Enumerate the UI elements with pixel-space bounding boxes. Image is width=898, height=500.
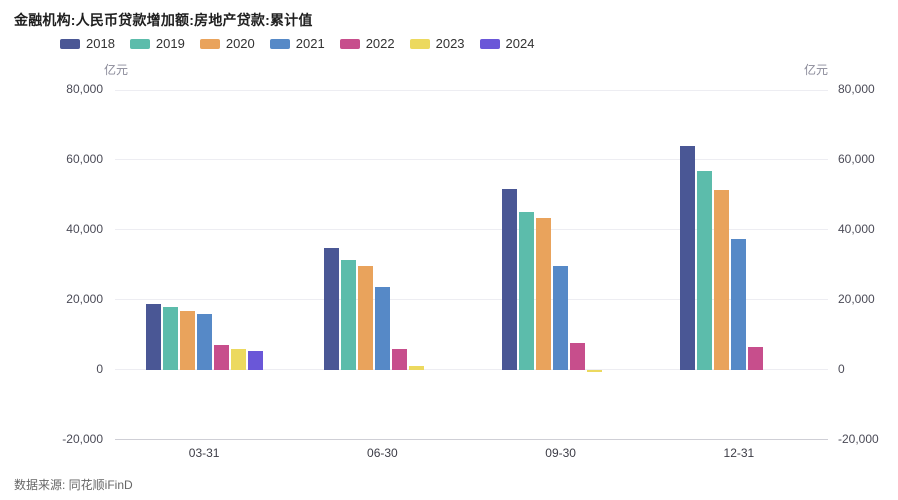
bar-2019-09-30[interactable] (519, 211, 535, 370)
y-tick-right: 20,000 (838, 292, 875, 306)
bar-2022-06-30[interactable] (391, 349, 407, 370)
x-tick-12-31: 12-31 (723, 446, 755, 460)
bar-2018-12-31[interactable] (680, 146, 696, 370)
bar-2020-12-31[interactable] (714, 190, 730, 370)
x-tick-03-31: 03-31 (188, 446, 220, 460)
bar-2021-09-30[interactable] (553, 265, 569, 370)
bar-2019-06-30[interactable] (340, 259, 356, 370)
gridline (115, 369, 828, 370)
y-tick-right: 60,000 (838, 152, 875, 166)
x-tick-09-30: 09-30 (545, 446, 576, 460)
data-source: 数据来源: 同花顺iFinD (14, 478, 133, 492)
legend-label: 2018 (86, 36, 115, 51)
y-tick-right: 40,000 (838, 222, 875, 236)
bar-2018-09-30[interactable] (502, 188, 518, 370)
bar-2022-03-31[interactable] (213, 345, 229, 370)
legend-swatch-icon (129, 38, 150, 49)
legend-swatch-icon (199, 38, 220, 49)
legend-swatch-icon (269, 38, 290, 49)
y-axis-unit-left: 亿元 (104, 63, 129, 77)
bar-2020-06-30[interactable] (357, 266, 373, 370)
legend-item-2018[interactable]: 2018 (60, 36, 115, 51)
legend: 2018 2019 2020 2021 2022 2023 2024 (60, 36, 549, 51)
bar-2019-12-31[interactable] (697, 171, 713, 370)
y-tick-right: 0 (838, 362, 845, 376)
legend-swatch-icon (60, 38, 80, 49)
x-tick-06-30: 06-30 (367, 446, 398, 460)
legend-label: 2022 (365, 36, 395, 51)
bar-2022-09-30[interactable] (570, 343, 586, 370)
legend-label: 2020 (225, 36, 255, 51)
bar-2022-12-31[interactable] (748, 346, 764, 370)
y-tick-left: 40,000 (66, 222, 103, 236)
bar-2020-03-31[interactable] (179, 310, 195, 370)
legend-label: 2024 (505, 36, 535, 51)
bar-2018-06-30[interactable] (323, 248, 339, 370)
y-tick-right: -20,000 (838, 432, 879, 446)
y-tick-left: -20,000 (62, 432, 103, 446)
legend-swatch-icon (409, 38, 430, 49)
bar-2019-03-31[interactable] (162, 307, 178, 370)
gridline (115, 90, 828, 91)
y-tick-left: 80,000 (66, 82, 103, 96)
legend-item-2023[interactable]: 2023 (409, 36, 465, 51)
legend-swatch-icon (339, 38, 360, 49)
legend-item-2019[interactable]: 2019 (129, 36, 185, 51)
legend-label: 2019 (155, 36, 185, 51)
x-axis-line (115, 439, 828, 440)
gridline (115, 159, 828, 160)
legend-item-2020[interactable]: 2020 (199, 36, 255, 51)
y-tick-left: 20,000 (66, 292, 103, 306)
bar-2023-06-30[interactable] (408, 365, 424, 370)
chart-title: 金融机构:人民币贷款增加额:房地产贷款:累计值 (14, 12, 313, 28)
bar-2018-03-31[interactable] (145, 303, 161, 370)
y-tick-left: 0 (96, 362, 103, 376)
gridline (115, 229, 828, 230)
legend-item-2021[interactable]: 2021 (269, 36, 325, 51)
y-axis-unit-right: 亿元 (804, 63, 829, 77)
bar-2021-03-31[interactable] (196, 313, 212, 370)
legend-swatch-icon (479, 38, 500, 49)
bar-2023-09-30[interactable] (587, 370, 603, 373)
y-tick-right: 80,000 (838, 82, 875, 96)
bar-2020-09-30[interactable] (536, 218, 552, 370)
legend-item-2022[interactable]: 2022 (339, 36, 395, 51)
bar-2024-03-31[interactable] (247, 351, 263, 370)
bar-2021-06-30[interactable] (374, 286, 390, 370)
legend-label: 2021 (295, 36, 325, 51)
y-tick-left: 60,000 (66, 152, 103, 166)
legend-label: 2023 (435, 36, 465, 51)
plot-area (115, 90, 828, 440)
legend-item-2024[interactable]: 2024 (479, 36, 535, 51)
bar-2021-12-31[interactable] (731, 238, 747, 370)
gridline (115, 299, 828, 300)
bar-2023-03-31[interactable] (230, 349, 246, 370)
